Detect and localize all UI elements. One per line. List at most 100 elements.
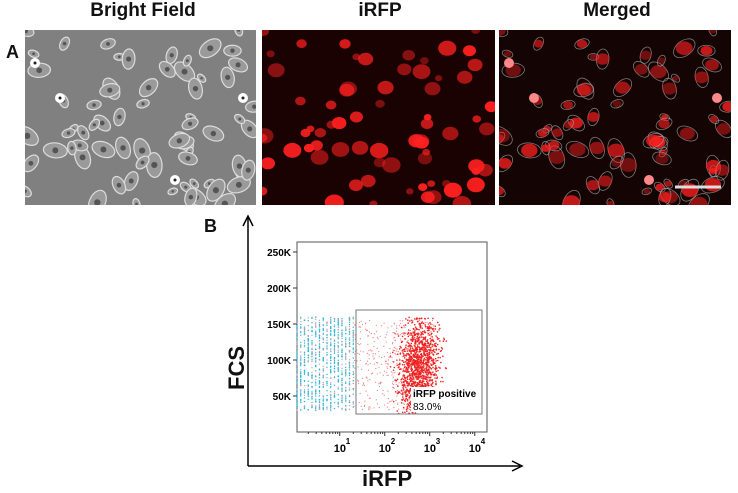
cell-outline (499, 131, 506, 144)
scatter-point (330, 326, 332, 328)
scatter-point (296, 374, 298, 376)
scatter-point (345, 375, 347, 377)
scatter-point (364, 404, 366, 407)
scatter-point (398, 368, 401, 371)
scatter-point (315, 358, 317, 360)
scatter-point (418, 357, 421, 360)
scatter-point (434, 344, 437, 347)
scatter-point (296, 403, 298, 406)
cell-nucleus (117, 114, 122, 120)
scatter-point (400, 346, 402, 349)
scatter-point (326, 337, 328, 339)
scatter-point (326, 408, 328, 410)
scatter-point (348, 362, 351, 365)
scatter-point (341, 407, 343, 410)
cell-outline (610, 99, 624, 109)
scatter-point (300, 316, 302, 318)
scatter-point (300, 371, 302, 373)
scatter-point (404, 350, 406, 352)
scatter-point (366, 360, 369, 362)
scatter-point (428, 366, 431, 369)
scatter-point (426, 340, 429, 343)
scatter-point (365, 363, 367, 365)
scatter-point (384, 336, 386, 338)
scatter-point (414, 374, 416, 377)
scatter-point (341, 388, 343, 390)
scatter-point (423, 354, 426, 356)
scatter-point (330, 382, 332, 384)
scatter-point (412, 337, 414, 340)
cell-nucleus (36, 67, 43, 74)
fluorescent-cell (375, 99, 385, 108)
x-tick-label: 10 (334, 443, 346, 455)
scatter-point (326, 346, 328, 348)
scatter-point (303, 358, 306, 361)
scatter-point (354, 367, 356, 369)
scatter-point (413, 364, 416, 366)
scatter-point (418, 368, 420, 370)
scatter-point (406, 399, 409, 402)
scatter-point (433, 344, 435, 346)
scatter-point (333, 351, 336, 353)
scatter-point (415, 354, 417, 357)
scatter-point (391, 351, 394, 354)
scatter-point (337, 388, 339, 390)
scatter-point (296, 363, 298, 366)
scatter-point (307, 360, 309, 363)
scatter-point (315, 406, 317, 408)
scatter-point (376, 403, 379, 405)
scatter-point (426, 326, 429, 328)
scatter-point (416, 381, 419, 384)
scatter-point (411, 368, 413, 370)
scatter-point (400, 326, 403, 329)
scatter-point (413, 328, 415, 330)
scatter-point (424, 338, 427, 340)
cell-outline (606, 198, 615, 205)
scatter-point (371, 350, 373, 352)
scatter-point (406, 376, 409, 379)
scatter-point (396, 390, 399, 392)
scatter-point (392, 332, 394, 334)
scatter-point (418, 317, 420, 320)
fluorescent-cell (420, 118, 434, 129)
scatter-point (318, 334, 321, 336)
scatter-point (394, 352, 396, 355)
scatter-point (352, 403, 354, 405)
fluorescent-cell (552, 128, 563, 137)
scatter-point (296, 326, 298, 329)
scatter-point (337, 349, 339, 352)
fluorescent-cell (548, 150, 565, 165)
scatter-point (341, 372, 343, 374)
scatter-point (408, 316, 410, 319)
scatter-point (356, 360, 358, 362)
scatter-point (432, 340, 435, 343)
scatter-point (407, 329, 410, 331)
cell-nucleus (106, 41, 110, 46)
scatter-point (300, 351, 302, 353)
scatter-point (412, 320, 414, 322)
scatter-point (300, 391, 302, 393)
scatter-point (300, 358, 302, 360)
scatter-point (426, 329, 429, 332)
scatter-point (419, 374, 421, 377)
scatter-point (430, 376, 432, 379)
scatter-point (372, 352, 374, 355)
scatter-point (322, 329, 324, 332)
scatter-point (391, 374, 393, 376)
scatter-point (348, 345, 351, 348)
scatter-point (307, 339, 309, 341)
scatter-point (431, 379, 434, 381)
cell-nucleus (28, 160, 34, 166)
scatter-point (425, 365, 427, 367)
scatter-point (429, 348, 432, 350)
fluorescent-cell (587, 112, 600, 122)
title-merged: Merged (583, 0, 651, 21)
scatter-point (330, 338, 332, 340)
fluorescent-cell (472, 115, 482, 123)
scatter-point (401, 390, 403, 392)
scatter-point (407, 342, 410, 344)
scatter-point (407, 368, 410, 370)
scatter-point (404, 380, 407, 382)
scatter-point (426, 381, 429, 384)
scatter-point (434, 367, 437, 370)
